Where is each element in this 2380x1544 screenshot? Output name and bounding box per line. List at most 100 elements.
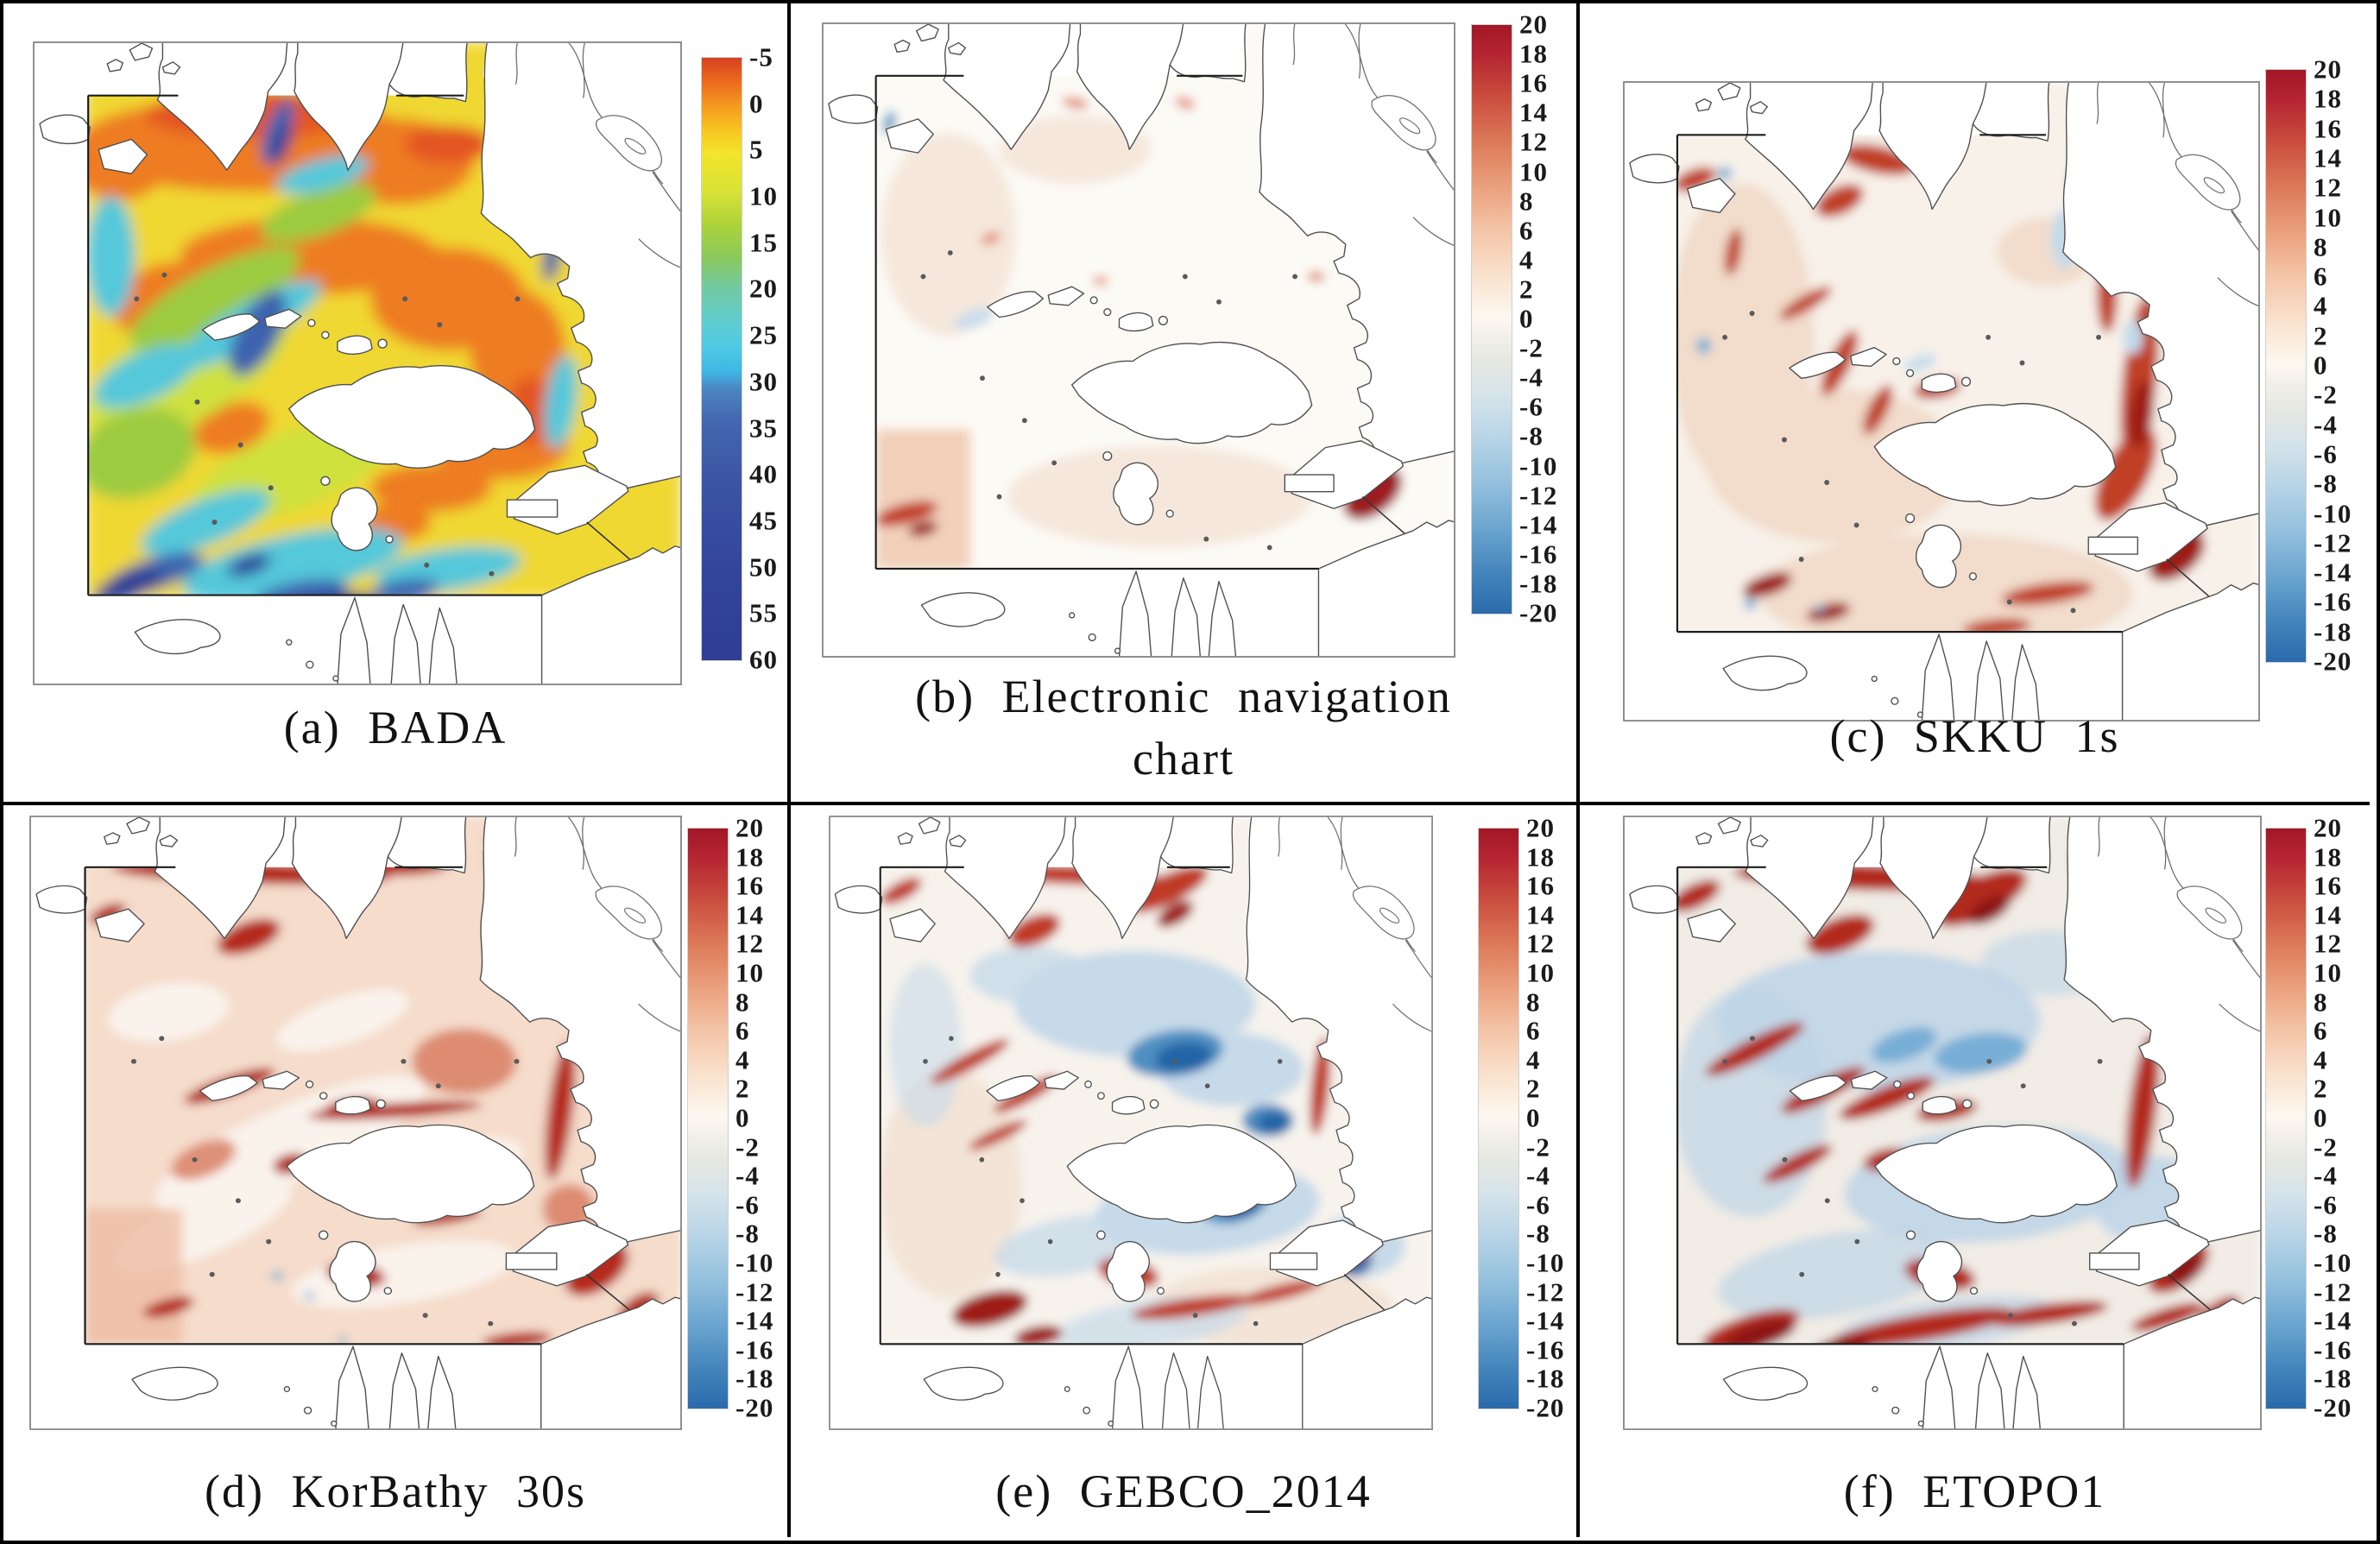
colorbar-tick-label: -4	[1526, 1160, 1550, 1191]
colorbar-tick-label: 10	[749, 180, 778, 211]
colorbar-tick-label: 12	[1526, 928, 1555, 959]
colorbar-tick-label: 2	[735, 1073, 750, 1104]
colorbar-tick-label: -2	[1519, 332, 1544, 363]
colorbar-tick-label: -10	[2314, 498, 2352, 528]
colorbar-tick-label: 10	[1519, 156, 1548, 186]
colorbar-tick-label: 60	[749, 644, 778, 675]
panel-b: 20 18 16 14 12 10 8 6 4 2 0 -2 -4 -6 -8 -10 -12 -14 -16 -18…	[791, 3, 1580, 805]
colorbar-tick-label: -20	[735, 1392, 774, 1423]
colorbar-tick-label: 16	[735, 870, 764, 901]
colorbar-tick-label: 55	[749, 597, 778, 628]
colorbar-gebco-ticks: 20 18 16 14 12 10 8 6 4 2 0 -2 -4 -6 -8 -10 -12 -14 -16 -18…	[1526, 815, 1576, 1421]
map-korbathy	[29, 816, 682, 1430]
colorbar-tick-label: 14	[2314, 899, 2342, 930]
colorbar-tick-label: 0	[1526, 1102, 1541, 1133]
colorbar-tick-label: -16	[1526, 1334, 1565, 1365]
colorbar-tick-label: -14	[1519, 509, 1558, 540]
colorbar-tick-label: -14	[2314, 557, 2352, 588]
colorbar-tick-label: -14	[2314, 1305, 2352, 1336]
colorbar-tick-label: 0	[735, 1102, 750, 1133]
colorbar-tick-label: 12	[2314, 172, 2342, 203]
colorbar-tick-label: 16	[1519, 67, 1548, 98]
colorbar-tick-label: 18	[735, 841, 764, 873]
caption-a: (a) BADA	[283, 702, 508, 753]
colorbar-etopo	[2265, 828, 2307, 1409]
colorbar-tick-label: 35	[749, 413, 778, 444]
colorbar-tick-label: -10	[2314, 1247, 2352, 1278]
colorbar-tick-label: 14	[735, 899, 764, 930]
colorbar-tick-label: -20	[1526, 1392, 1565, 1423]
colorbar-tick-label: 12	[1519, 126, 1548, 157]
colorbar-tick-label: -4	[1519, 362, 1544, 393]
map-etopo	[1623, 816, 2262, 1430]
colorbar-tick-label: -2	[2314, 1131, 2338, 1163]
colorbar-tick-label: 14	[2314, 142, 2342, 173]
caption-d: (d) KorBathy 30s	[205, 1465, 586, 1517]
colorbar-tick-label: 14	[1526, 899, 1555, 930]
caption-e: (e) GEBCO_2014	[995, 1465, 1372, 1517]
colorbar-tick-label: 20	[1519, 9, 1548, 40]
colorbar-tick-label: 10	[2314, 202, 2342, 232]
colorbar-tick-label: 16	[1526, 870, 1555, 901]
colorbar-tick-label: 6	[1519, 215, 1534, 246]
colorbar-tick-label: 18	[2314, 83, 2342, 114]
colorbar-tick-label: 2	[1519, 274, 1534, 305]
colorbar-tick-label: 20	[749, 273, 778, 304]
colorbar-tick-label: -20	[1519, 597, 1558, 628]
colorbar-tick-label: -14	[735, 1305, 774, 1336]
panel-e: 20 18 16 14 12 10 8 6 4 2 0 -2 -4 -6 -8 -10 -12 -14 -16 -18…	[791, 805, 1580, 1537]
colorbar-tick-label: 18	[2314, 841, 2342, 873]
colorbar-tick-label: -6	[1526, 1189, 1550, 1220]
colorbar-tick-label: 4	[2314, 1044, 2328, 1075]
colorbar-tick-label: -10	[1526, 1247, 1565, 1278]
colorbar-tick-label: -18	[2314, 616, 2352, 647]
colorbar-skku	[2265, 69, 2307, 663]
colorbar-bada-ticks: -5 0 5 10 15 20 25 30 35 40 45 50 55 60	[749, 44, 787, 673]
colorbar-tick-label: 18	[1519, 38, 1548, 69]
colorbar-etopo-ticks: 20 18 16 14 12 10 8 6 4 2 0 -2 -4 -6 -8 -10 -12 -14 -16 -18…	[2314, 815, 2370, 1421]
colorbar-tick-label: 50	[749, 551, 778, 583]
colorbar-tick-label: 14	[1519, 97, 1548, 128]
colorbar-tick-label: 6	[2314, 1015, 2328, 1046]
colorbar-tick-label: 5	[749, 134, 764, 165]
colorbar-tick-label: 4	[1526, 1044, 1541, 1075]
colorbar-tick-label: 20	[735, 812, 764, 843]
colorbar-tick-label: -14	[1526, 1305, 1565, 1336]
colorbar-tick-label: -8	[2314, 1218, 2338, 1249]
colorbar-tick-label: 20	[1526, 812, 1555, 843]
panel-d: 20 18 16 14 12 10 8 6 4 2 0 -2 -4 -6 -8 -10 -12 -14 -16 -18…	[3, 805, 791, 1537]
colorbar-korbathy	[687, 828, 729, 1409]
colorbar-tick-label: 0	[749, 88, 764, 119]
caption-b-line1: (b) Electronic navigation	[915, 671, 1452, 722]
colorbar-tick-label: -16	[1519, 539, 1558, 570]
colorbar-tick-label: -2	[735, 1131, 760, 1163]
colorbar-enc-ticks: 20 18 16 14 12 10 8 6 4 2 0 -2 -4 -6 -8 -10 -12 -14 -16 -18…	[1519, 11, 1576, 627]
colorbar-tick-label: 2	[2314, 1073, 2328, 1104]
colorbar-tick-label: -2	[2314, 379, 2338, 410]
colorbar-korbathy-ticks: 20 18 16 14 12 10 8 6 4 2 0 -2 -4 -6 -8 -10 -12 -14 -16 -18…	[735, 815, 787, 1421]
colorbar-tick-label: 16	[2314, 113, 2342, 144]
colorbar-tick-label: -18	[1519, 568, 1558, 599]
colorbar-tick-label: 30	[749, 366, 778, 397]
colorbar-tick-label: 20	[2314, 812, 2342, 843]
colorbar-tick-label: -16	[735, 1334, 774, 1365]
colorbar-tick-label: 8	[735, 986, 750, 1018]
colorbar-tick-label: 25	[749, 319, 778, 350]
colorbar-tick-label: -6	[2314, 438, 2338, 470]
colorbar-tick-label: -6	[2314, 1189, 2338, 1220]
colorbar-tick-label: -20	[2314, 1392, 2352, 1423]
colorbar-tick-label: 10	[735, 957, 764, 988]
colorbar-gebco	[1478, 828, 1519, 1409]
colorbar-tick-label: 0	[1519, 303, 1534, 334]
caption-c: (c) SKKU 1s	[1829, 710, 2120, 762]
colorbar-tick-label: -10	[735, 1247, 774, 1278]
colorbar-tick-label: -2	[1526, 1131, 1550, 1163]
colorbar-tick-label: 16	[2314, 870, 2342, 901]
colorbar-tick-label: -12	[2314, 1276, 2352, 1308]
colorbar-tick-label: 4	[1519, 244, 1534, 275]
colorbar-tick-label: -16	[2314, 586, 2352, 617]
colorbar-tick-label: -12	[735, 1276, 774, 1308]
colorbar-tick-label: 18	[1526, 841, 1555, 873]
colorbar-tick-label: -12	[1526, 1276, 1565, 1308]
